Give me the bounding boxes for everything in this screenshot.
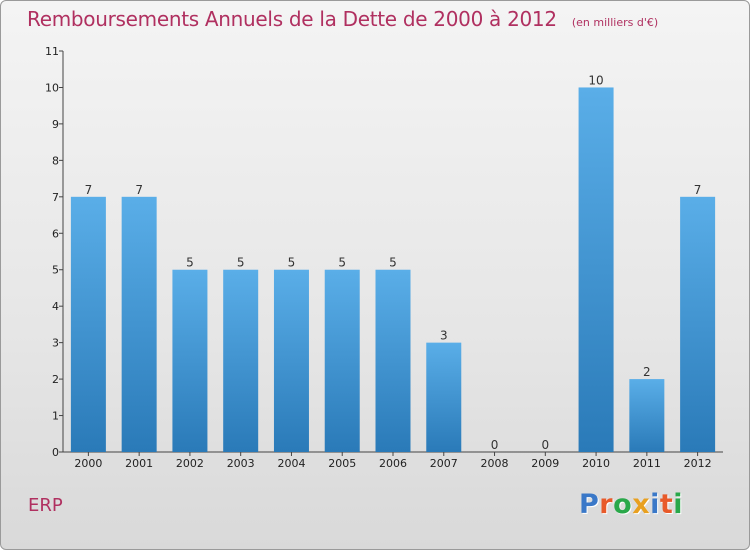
y-tick-label: 6 [52,227,59,240]
bar-value-label: 5 [288,256,296,270]
y-tick-label: 1 [52,410,59,423]
logo-letter: x [632,489,651,520]
x-tick-label: 2011 [633,457,661,470]
x-tick-label: 2001 [125,457,153,470]
x-tick-label: 2003 [227,457,255,470]
bar-2003 [223,269,259,452]
bar-value-label: 5 [389,256,397,270]
bar-value-label: 0 [541,438,549,452]
x-tick-label: 2012 [684,457,712,470]
y-tick-label: 0 [52,446,59,459]
bar-2011 [629,379,665,452]
y-tick-label: 11 [45,45,59,58]
bar-2012 [680,196,716,452]
x-tick-label: 2002 [176,457,204,470]
bar-2004 [273,269,309,452]
x-tick-label: 2005 [328,457,356,470]
bar-value-label: 5 [338,256,346,270]
logo-letter: r [599,489,614,520]
y-tick-label: 8 [52,154,59,167]
y-tick-label: 3 [52,337,59,350]
x-tick-label: 2004 [277,457,305,470]
chart-title-row: Remboursements Annuels de la Dette de 20… [27,7,658,31]
logo-letter: i [673,489,684,520]
bar-2005 [324,269,360,452]
logo-letter: P [579,489,600,520]
bar-2001 [121,196,157,452]
bar-value-label: 5 [237,256,245,270]
x-tick-label: 2008 [481,457,509,470]
bar-value-label: 7 [135,183,143,197]
bar-value-label: 7 [85,183,93,197]
x-tick-label: 2006 [379,457,407,470]
bar-value-label: 2 [643,365,651,379]
bar-2000 [70,196,106,452]
y-tick-label: 9 [52,118,59,131]
chart-bars: 7 7 5 5 5 5 5 3 0 0 10 2 7 [70,73,716,453]
bar-value-label: 3 [440,329,448,343]
proxiti-logo[interactable]: Proxiti [579,489,683,520]
bar-2006 [375,269,411,452]
y-tick-label: 5 [52,264,59,277]
commune-name: ERP [28,495,63,516]
x-tick-label: 2000 [74,457,102,470]
y-tick-label: 10 [45,81,59,94]
logo-letter: t [659,489,674,520]
logo-letter: o [613,489,633,520]
chart-unit: (en milliers d'€) [571,16,659,29]
bar-2010 [578,87,614,453]
bar-value-label: 7 [694,183,702,197]
bar-value-label: 10 [588,73,603,87]
y-tick-label: 4 [52,300,59,313]
x-tick-label: 2010 [582,457,610,470]
y-tick-label: 2 [52,373,59,386]
x-tick-label: 2007 [430,457,458,470]
x-tick-label: 2009 [531,457,559,470]
y-tick-label: 7 [52,191,59,204]
chart-title: Remboursements Annuels de la Dette de 20… [27,7,557,31]
bar-value-label: 0 [491,438,499,452]
bar-2007 [426,342,462,452]
bar-2002 [172,269,208,452]
logo-letter: i [650,489,660,520]
bar-value-label: 5 [186,256,194,270]
